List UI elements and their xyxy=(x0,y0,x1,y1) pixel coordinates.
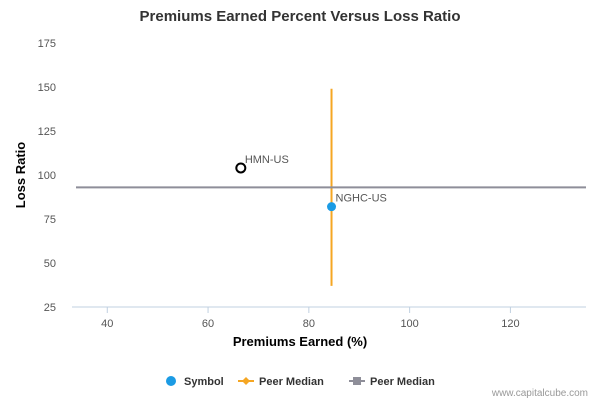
chart-title: Premiums Earned Percent Versus Loss Rati… xyxy=(140,8,461,25)
x-tick-label: 60 xyxy=(202,318,214,330)
x-tick-label: 80 xyxy=(303,318,315,330)
legend-item[interactable]: Peer Median xyxy=(238,376,324,388)
y-tick-label: 50 xyxy=(44,258,56,270)
legend-square-icon xyxy=(353,377,361,385)
peer-median-lines xyxy=(76,88,586,286)
source-footer: www.capitalcube.com xyxy=(491,388,588,399)
legend-item[interactable]: Peer Median xyxy=(349,376,435,388)
data-points: HMN-US NGHC-US xyxy=(235,154,387,212)
y-axis-ticks: 25 50 75 100 125 150 175 xyxy=(38,38,56,314)
y-axis-title: Loss Ratio xyxy=(13,142,28,209)
y-tick-label: 100 xyxy=(38,170,56,182)
legend-label: Peer Median xyxy=(259,376,324,388)
data-point-hmn-us xyxy=(235,162,247,174)
legend: Symbol Peer Median Peer Median xyxy=(166,376,435,388)
x-tick-label: 40 xyxy=(101,318,113,330)
x-tick-label: 100 xyxy=(400,318,418,330)
point-label: HMN-US xyxy=(245,154,289,166)
legend-item[interactable]: Symbol xyxy=(166,376,224,388)
y-tick-label: 125 xyxy=(38,126,56,138)
y-tick-label: 150 xyxy=(38,82,56,94)
x-axis-title: Premiums Earned (%) xyxy=(233,334,367,349)
x-tick-label: 120 xyxy=(501,318,519,330)
y-tick-label: 25 xyxy=(44,302,56,314)
legend-circle-icon xyxy=(166,376,176,386)
legend-label: Peer Median xyxy=(370,376,435,388)
x-axis-ticks: 40 60 80 100 120 xyxy=(101,307,520,330)
y-tick-label: 75 xyxy=(44,214,56,226)
data-point-nghc-us xyxy=(327,202,337,212)
legend-diamond-icon xyxy=(242,377,250,385)
point-label: NGHC-US xyxy=(336,193,387,205)
y-tick-label: 175 xyxy=(38,38,56,50)
legend-label: Symbol xyxy=(184,376,224,388)
